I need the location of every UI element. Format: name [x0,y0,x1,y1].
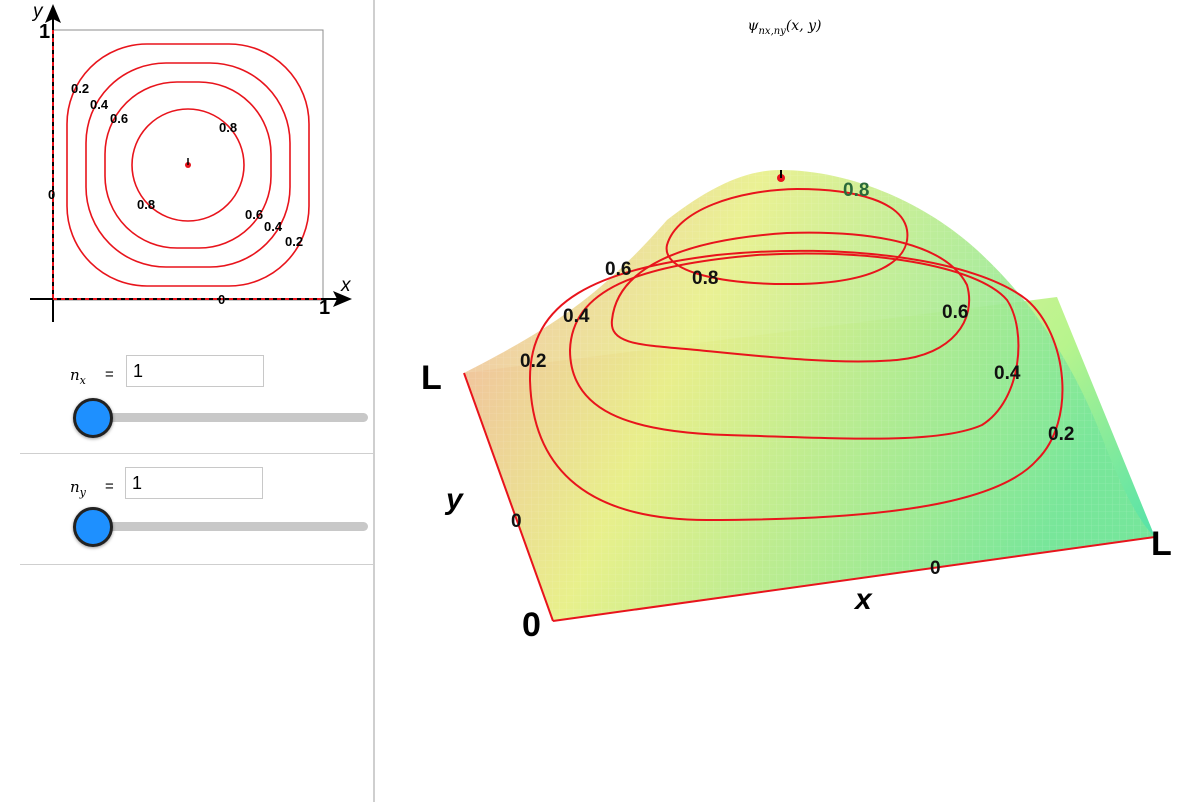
surface-contour-0-4 [568,252,1020,440]
equals-sign: = [105,366,114,383]
x-axis-label: x [340,275,352,296]
x-max-label: 1 [319,297,330,319]
surface-contour-0-6 [610,231,971,363]
y-max-label: 1 [39,21,50,43]
surface-contour-label: 0.6 [605,259,631,280]
y-axis-label: y [444,483,464,516]
contour-label: 0.4 [264,219,283,234]
surface-contour-label: 0.8 [692,268,718,289]
surface-contour-label: 0.8 [843,180,869,201]
nx-input[interactable] [126,355,264,387]
ny-slider-handle[interactable] [73,507,113,547]
contour-0-2 [66,43,310,287]
slider-nx-label: nx [70,366,86,387]
surface-contour-0-2 [528,249,1064,522]
slider-ny: ny = [20,455,374,565]
ny-slider-track[interactable] [100,522,368,531]
contour-0-8 [131,108,245,222]
surface-graphics-view[interactable]: ψnx,ny(x, y) [377,0,1192,802]
left-panel: 0.2 0.4 0.6 0.8 0.8 0.6 0.4 0.2 0 0 x y … [0,0,375,802]
edge-y-axis [463,372,554,622]
contour-label: 0.8 [137,197,155,212]
ny-input[interactable] [125,467,263,499]
contour-label: 0.4 [90,97,109,112]
contour-0-4 [85,62,291,268]
contour-label: 0.6 [245,207,263,222]
zero-label: 0 [218,292,225,307]
surface-plot: 0.2 0.4 0.6 0.8 0.8 0.6 0.4 0.2 0 0 0 L … [421,170,1172,644]
contour-plot: 0.2 0.4 0.6 0.8 0.8 0.6 0.4 0.2 0 0 x y … [30,1,352,322]
contour-label: 0.2 [71,81,89,96]
x-end-label: L [1151,525,1172,563]
surface-contour-label: 0.6 [942,302,968,323]
slider-ny-label: ny [70,478,86,499]
contour-graphics-view[interactable]: 0.2 0.4 0.6 0.8 0.8 0.6 0.4 0.2 0 0 x y … [0,0,375,340]
x-axis-arrow-icon [333,291,352,307]
x-axis-label: x [853,583,873,616]
surface-contour-label: 0.2 [520,351,546,372]
origin-label: 0 [522,606,541,644]
surface-contour-label: 0.2 [1048,424,1074,445]
y-axis-label: y [31,1,44,22]
nx-slider-track[interactable] [100,413,368,422]
equals-sign: = [105,478,114,495]
edge-x-axis [552,536,1156,622]
contour-0-6 [104,81,272,249]
contour-label: 0.6 [110,111,128,126]
plot-title: ψnx,ny(x, y) [747,18,822,37]
edge-zero-label: 0 [930,558,941,579]
surface-mesh [464,170,1155,621]
contour-label: 0.2 [285,234,303,249]
surface-contour-label: 0.4 [563,306,590,327]
surface-contour-0-8 [665,187,909,286]
edge-zero-label: 0 [511,511,522,532]
surface-contour-label: 0.4 [994,363,1021,384]
nx-slider-handle[interactable] [73,398,113,438]
y-axis-arrow-icon [45,4,61,23]
zero-label: 0 [48,187,55,202]
slider-nx: nx = [20,344,374,454]
y-end-label: L [421,359,442,397]
contour-label: 0.8 [219,120,237,135]
